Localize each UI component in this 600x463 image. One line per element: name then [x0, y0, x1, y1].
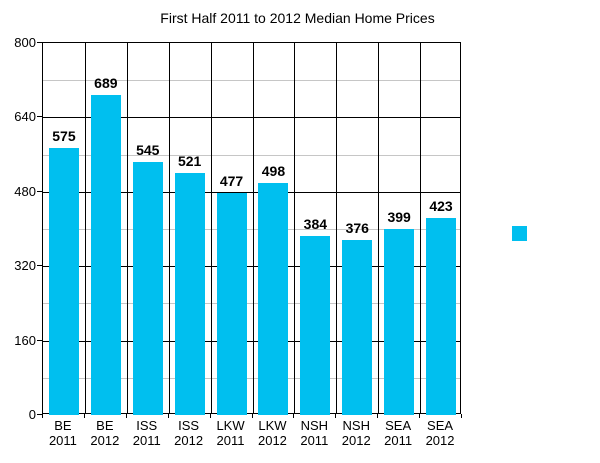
x-axis-tick-mark [210, 414, 211, 418]
vertical-gridline [169, 43, 170, 413]
x-axis-tick-mark [126, 414, 127, 418]
bar-lkw-2011 [216, 193, 247, 415]
x-axis-tick-mark [42, 414, 43, 418]
x-axis-category-label: BE 2011 [48, 418, 77, 448]
x-axis-category-label: ISS 2012 [174, 418, 204, 448]
y-axis-tick-mark [37, 265, 42, 267]
major-gridline [43, 340, 460, 342]
x-axis-category-label: LKW 2012 [257, 418, 287, 448]
y-axis-tick-mark [37, 190, 42, 192]
bar-nsh-2011 [300, 236, 331, 415]
y-axis-tick-label: 480 [14, 183, 36, 199]
y-axis-tick-label: 800 [14, 35, 36, 50]
bar-value-label: 423 [429, 198, 453, 215]
x-axis-tick-mark [84, 414, 85, 418]
x-axis-category-label: ISS 2011 [132, 418, 161, 448]
minor-gridline [43, 229, 460, 230]
y-axis-tick-label: 640 [14, 109, 36, 125]
bar-lkw-2012 [258, 183, 289, 415]
y-axis-tick-label: 320 [14, 258, 36, 274]
y-axis-tick-mark [37, 414, 42, 415]
vertical-gridline [127, 43, 128, 413]
vertical-gridline [211, 43, 212, 413]
bar-value-label: 384 [303, 216, 328, 233]
x-axis-tick-mark [377, 414, 378, 418]
bar-be-2011 [48, 147, 79, 415]
major-gridline [43, 191, 460, 193]
x-axis-category-label: NSH 2011 [300, 418, 329, 448]
major-gridline [43, 117, 460, 119]
bar-sea-2012 [426, 218, 457, 415]
x-axis-tick-mark [461, 414, 462, 418]
plot-area: 575 689 545 521 477 498 384 376 399 423 [42, 42, 461, 415]
vertical-gridline [336, 43, 337, 413]
y-axis-tick-mark [37, 116, 42, 118]
minor-gridline [43, 303, 460, 305]
y-axis-tick-label: 0 [28, 407, 36, 422]
bar-value-label: 545 [136, 141, 160, 158]
major-gridline [43, 266, 460, 268]
bar-sea-2011 [384, 229, 415, 415]
x-axis-category-label: SEA 2011 [384, 418, 413, 448]
minor-gridline [43, 80, 460, 82]
vertical-gridline [294, 43, 295, 413]
bar-iss-2011 [132, 161, 163, 415]
x-axis-tick-mark [293, 414, 294, 418]
bar-value-label: 498 [261, 163, 286, 180]
x-axis-tick-mark [335, 414, 336, 418]
vertical-gridline [253, 43, 254, 413]
vertical-gridline [85, 43, 86, 413]
y-axis-tick-label: 160 [14, 332, 36, 348]
bar-value-label: 689 [94, 74, 118, 91]
bar-value-label: 477 [219, 173, 244, 190]
bar-value-label: 521 [177, 152, 202, 169]
bar-value-label: 575 [52, 127, 76, 144]
bar-value-label: 376 [345, 220, 369, 237]
vertical-gridline [420, 43, 421, 413]
x-axis-category-label: SEA 2012 [425, 418, 455, 448]
minor-gridline [43, 154, 460, 156]
minor-gridline [43, 377, 460, 379]
x-axis-category-label: BE 2012 [90, 418, 120, 448]
bar-nsh-2012 [342, 240, 373, 415]
bar-be-2012 [90, 94, 121, 415]
vertical-gridline [378, 43, 379, 413]
chart-title: First Half 2011 to 2012 Median Home Pric… [160, 10, 435, 26]
x-axis-category-label: NSH 2012 [341, 418, 371, 448]
y-axis-tick-mark [37, 339, 42, 341]
bar-value-label: 399 [387, 209, 411, 226]
x-axis-tick-mark [252, 414, 253, 418]
x-axis-category-label: LKW 2011 [216, 418, 245, 448]
legend-marker [512, 226, 527, 241]
x-axis-tick-mark [168, 414, 169, 418]
y-axis-tick-mark [37, 42, 42, 43]
x-axis-tick-mark [419, 414, 420, 418]
bar-iss-2012 [174, 172, 205, 415]
